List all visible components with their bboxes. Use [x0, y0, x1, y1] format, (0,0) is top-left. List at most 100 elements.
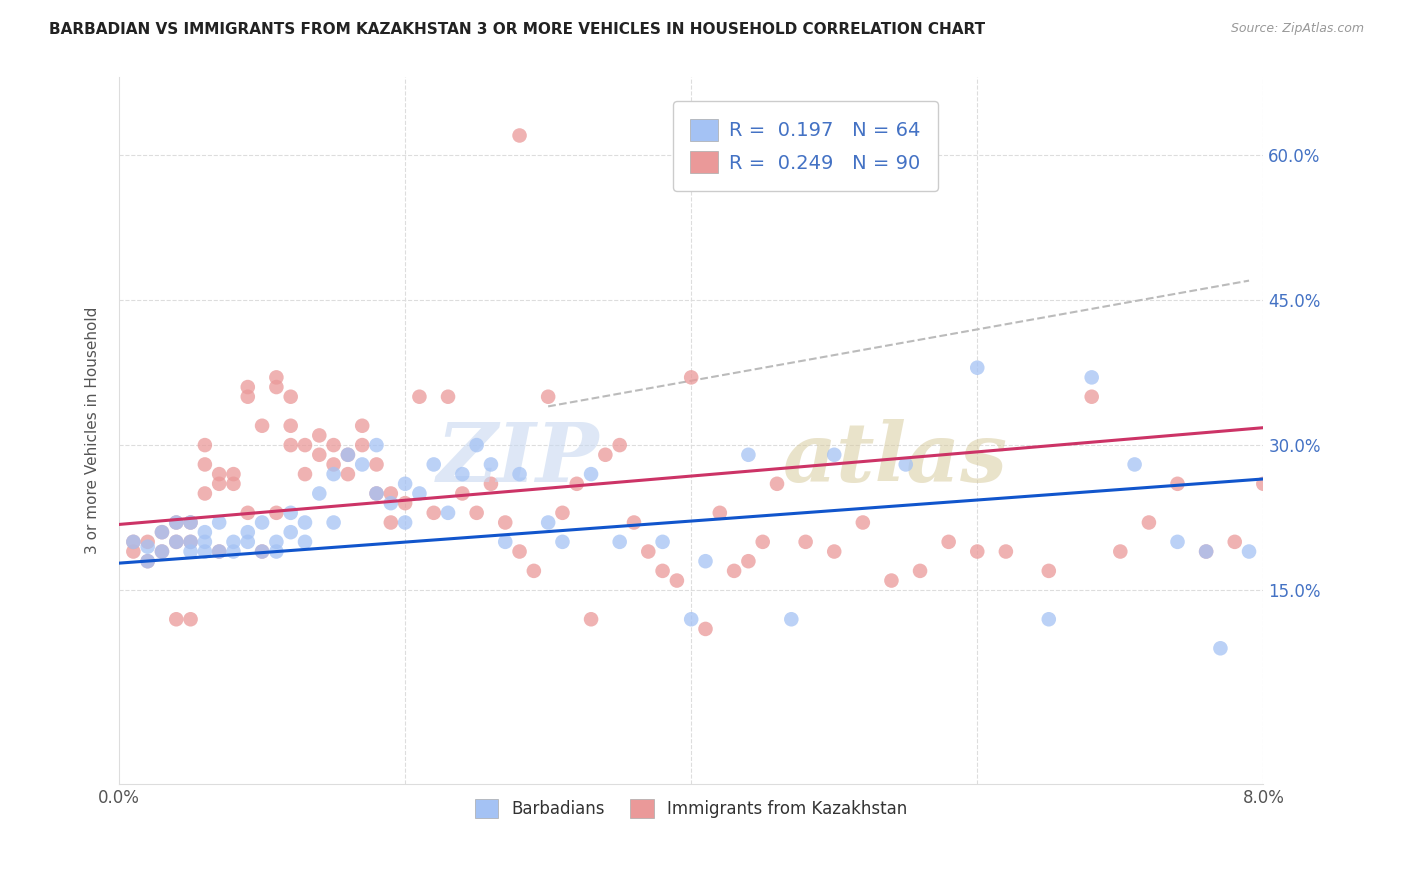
Point	[1253, 476, 1275, 491]
Point	[465, 438, 488, 452]
Point	[266, 380, 288, 394]
Point	[380, 516, 402, 530]
Point	[394, 516, 416, 530]
Point	[294, 467, 316, 482]
Point	[266, 370, 288, 384]
Point	[394, 476, 416, 491]
Point	[422, 458, 444, 472]
Point	[852, 516, 875, 530]
Point	[1166, 476, 1188, 491]
Point	[236, 534, 259, 549]
Point	[150, 525, 173, 540]
Point	[366, 458, 388, 472]
Point	[523, 564, 546, 578]
Point	[408, 390, 430, 404]
Point	[1137, 516, 1160, 530]
Point	[451, 486, 474, 500]
Point	[180, 534, 202, 549]
Point	[579, 612, 602, 626]
Point	[1223, 534, 1246, 549]
Point	[180, 612, 202, 626]
Point	[966, 360, 988, 375]
Point	[150, 544, 173, 558]
Point	[222, 544, 245, 558]
Point	[380, 496, 402, 510]
Point	[222, 467, 245, 482]
Text: BARBADIAN VS IMMIGRANTS FROM KAZAKHSTAN 3 OR MORE VEHICLES IN HOUSEHOLD CORRELAT: BARBADIAN VS IMMIGRANTS FROM KAZAKHSTAN …	[49, 22, 986, 37]
Point	[1038, 612, 1060, 626]
Point	[609, 438, 631, 452]
Point	[465, 506, 488, 520]
Point	[408, 486, 430, 500]
Point	[194, 438, 217, 452]
Point	[280, 390, 302, 404]
Point	[780, 612, 803, 626]
Point	[437, 390, 460, 404]
Point	[266, 544, 288, 558]
Point	[194, 534, 217, 549]
Point	[366, 486, 388, 500]
Point	[250, 544, 273, 558]
Point	[723, 564, 745, 578]
Point	[479, 458, 502, 472]
Point	[823, 544, 845, 558]
Point	[695, 622, 717, 636]
Point	[681, 370, 703, 384]
Point	[294, 534, 316, 549]
Point	[451, 467, 474, 482]
Point	[1237, 544, 1260, 558]
Point	[165, 534, 187, 549]
Point	[623, 516, 645, 530]
Point	[122, 534, 145, 549]
Point	[322, 516, 344, 530]
Point	[1038, 564, 1060, 578]
Point	[280, 525, 302, 540]
Point	[208, 516, 231, 530]
Point	[136, 534, 159, 549]
Point	[1209, 641, 1232, 656]
Point	[280, 506, 302, 520]
Point	[537, 516, 560, 530]
Point	[1195, 544, 1218, 558]
Point	[280, 418, 302, 433]
Point	[180, 544, 202, 558]
Point	[308, 428, 330, 442]
Point	[266, 506, 288, 520]
Point	[551, 506, 574, 520]
Point	[894, 458, 917, 472]
Point	[208, 467, 231, 482]
Point	[479, 476, 502, 491]
Point	[180, 516, 202, 530]
Point	[165, 516, 187, 530]
Text: ZIP: ZIP	[437, 419, 599, 499]
Point	[737, 554, 759, 568]
Point	[494, 516, 516, 530]
Point	[394, 496, 416, 510]
Point	[236, 525, 259, 540]
Point	[236, 506, 259, 520]
Point	[165, 612, 187, 626]
Point	[122, 534, 145, 549]
Text: atlas: atlas	[783, 419, 1008, 499]
Point	[651, 564, 673, 578]
Point	[938, 534, 960, 549]
Point	[222, 534, 245, 549]
Point	[222, 476, 245, 491]
Point	[665, 574, 688, 588]
Point	[336, 448, 359, 462]
Point	[494, 534, 516, 549]
Text: Source: ZipAtlas.com: Source: ZipAtlas.com	[1230, 22, 1364, 36]
Point	[422, 506, 444, 520]
Point	[308, 486, 330, 500]
Point	[308, 448, 330, 462]
Point	[695, 554, 717, 568]
Point	[150, 525, 173, 540]
Point	[194, 544, 217, 558]
Point	[322, 438, 344, 452]
Point	[509, 544, 531, 558]
Legend: Barbadians, Immigrants from Kazakhstan: Barbadians, Immigrants from Kazakhstan	[468, 792, 914, 825]
Point	[352, 438, 374, 452]
Point	[194, 458, 217, 472]
Point	[681, 612, 703, 626]
Point	[437, 506, 460, 520]
